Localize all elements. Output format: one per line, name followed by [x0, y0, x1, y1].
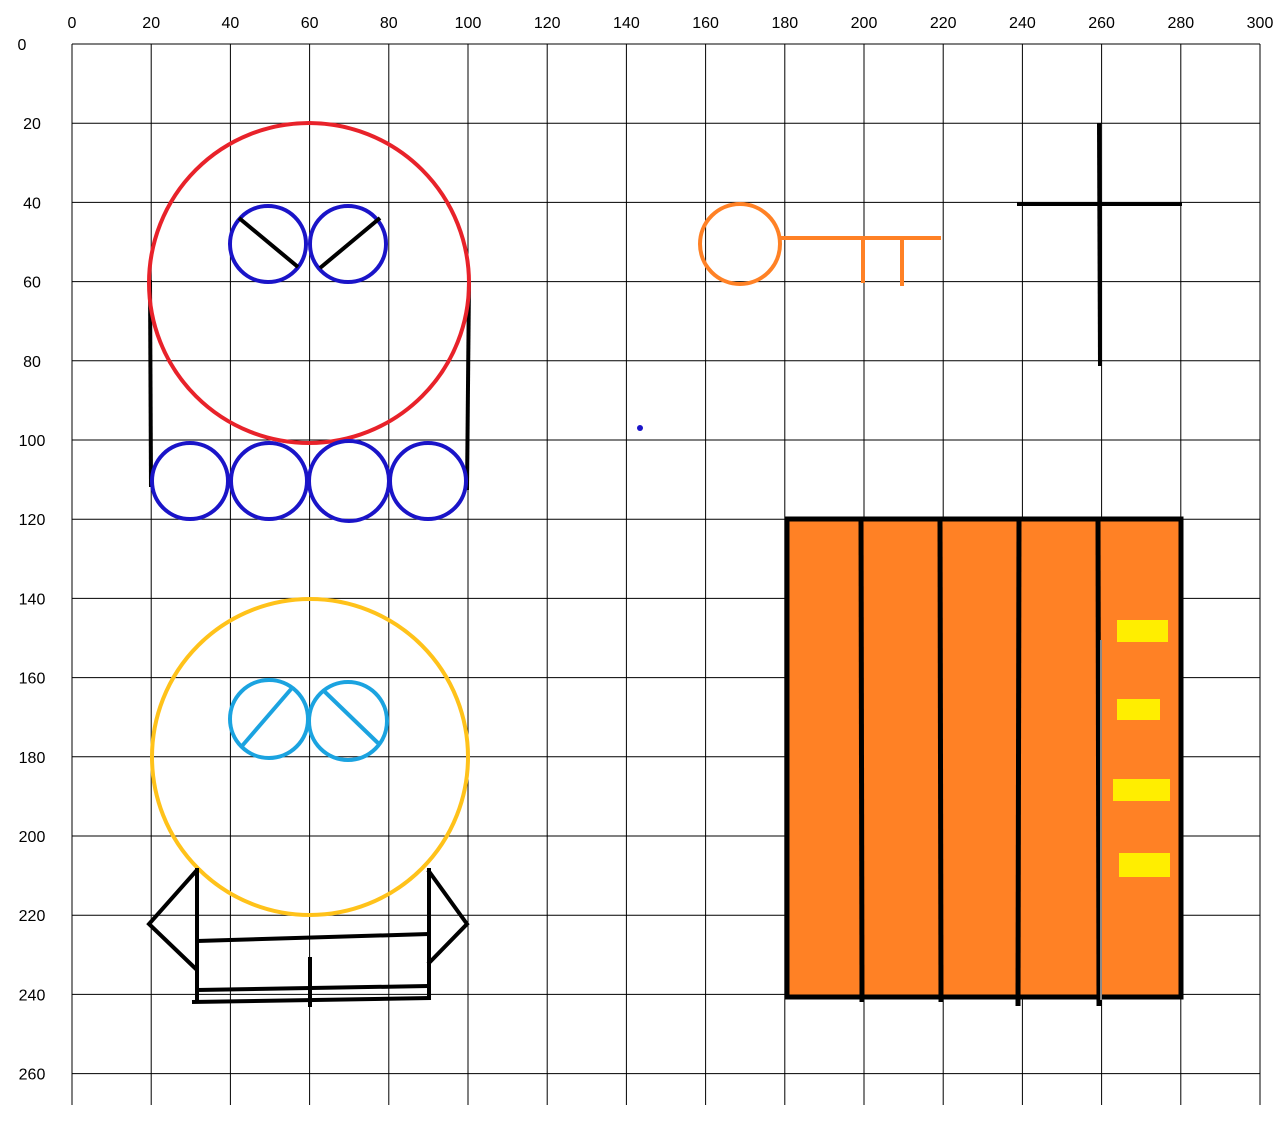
x-tick-label: 260	[1088, 15, 1115, 32]
y-tick-label: 200	[19, 829, 46, 846]
y-tick-label: 220	[19, 908, 46, 925]
robot-two-right-eye	[307, 680, 389, 762]
x-tick-label: 300	[1247, 15, 1274, 32]
robot-two-left-eye	[228, 678, 310, 760]
x-tick-label: 140	[613, 15, 640, 32]
x-tick-label: 200	[851, 15, 878, 32]
robot-one	[147, 121, 471, 523]
x-tick-label: 240	[1009, 15, 1036, 32]
key-loop	[698, 202, 782, 286]
cross	[1017, 122, 1182, 367]
x-tick-label: 0	[68, 15, 77, 32]
door-light-2	[1117, 699, 1160, 720]
y-tick-label: 140	[19, 591, 46, 608]
robot-two-right-arrow	[426, 868, 470, 966]
robot-one-wheel-2	[229, 441, 309, 521]
door-divider-4	[1095, 516, 1102, 1007]
x-axis-labels: 0 20 40 60 80 100 120 140 160 180 200 220 240 260 280 3…	[68, 15, 1274, 32]
x-tick-label: 60	[301, 15, 319, 32]
door-divider-1	[858, 516, 865, 1003]
x-tick-label: 40	[222, 15, 240, 32]
cross-vertical	[1097, 122, 1102, 367]
x-tick-label: 160	[692, 15, 719, 32]
y-tick-label: 40	[23, 195, 41, 212]
robot-two-right-eye-slash	[322, 689, 382, 747]
robot-one-right-eye	[308, 204, 388, 284]
door-light-4	[1119, 853, 1170, 877]
key	[698, 202, 941, 286]
y-tick-label: 100	[19, 433, 46, 450]
x-tick-label: 280	[1167, 15, 1194, 32]
robot-two-left-eye-slash	[240, 686, 294, 748]
y-tick-label: 240	[19, 987, 46, 1004]
robot-one-left-brow	[237, 216, 300, 269]
x-tick-label: 120	[534, 15, 561, 32]
y-tick-label: 80	[23, 354, 41, 371]
x-tick-label: 180	[771, 15, 798, 32]
robot-one-wheel-1	[150, 441, 230, 521]
small-dot	[637, 425, 643, 431]
y-tick-label: 0	[18, 37, 27, 54]
robot-one-head	[147, 121, 471, 445]
door	[784, 516, 1184, 1007]
y-tick-label: 180	[19, 750, 46, 767]
door-divider-3	[1015, 518, 1022, 1007]
robot-one-wheel-4	[388, 441, 468, 521]
robot-one-right-side	[465, 281, 471, 491]
robot-one-wheel-3	[307, 439, 391, 523]
y-tick-label: 120	[19, 512, 46, 529]
door-panel	[784, 516, 1184, 1000]
door-light-3	[1113, 779, 1170, 801]
x-tick-label: 20	[142, 15, 160, 32]
robot-one-right-brow	[318, 216, 382, 270]
robot-two-base-top	[196, 932, 430, 943]
x-tick-label: 220	[930, 15, 957, 32]
y-tick-label: 60	[23, 275, 41, 292]
x-tick-label: 80	[380, 15, 398, 32]
x-tick-label: 100	[455, 15, 482, 32]
robot-two	[146, 597, 470, 1007]
door-divider-2	[937, 518, 944, 1003]
door-light-1	[1117, 620, 1168, 642]
robot-two-head	[150, 597, 470, 917]
robot-one-left-eye	[228, 204, 308, 284]
y-tick-label: 160	[19, 671, 46, 688]
robot-two-left-arrow	[146, 868, 199, 972]
y-tick-label: 20	[23, 116, 41, 133]
y-tick-label: 260	[19, 1067, 46, 1084]
y-axis-labels: 0 20 40 60 80 100 120 140 160 180 200 220 240 260	[18, 37, 46, 1084]
robot-two-base-middle	[196, 984, 430, 992]
